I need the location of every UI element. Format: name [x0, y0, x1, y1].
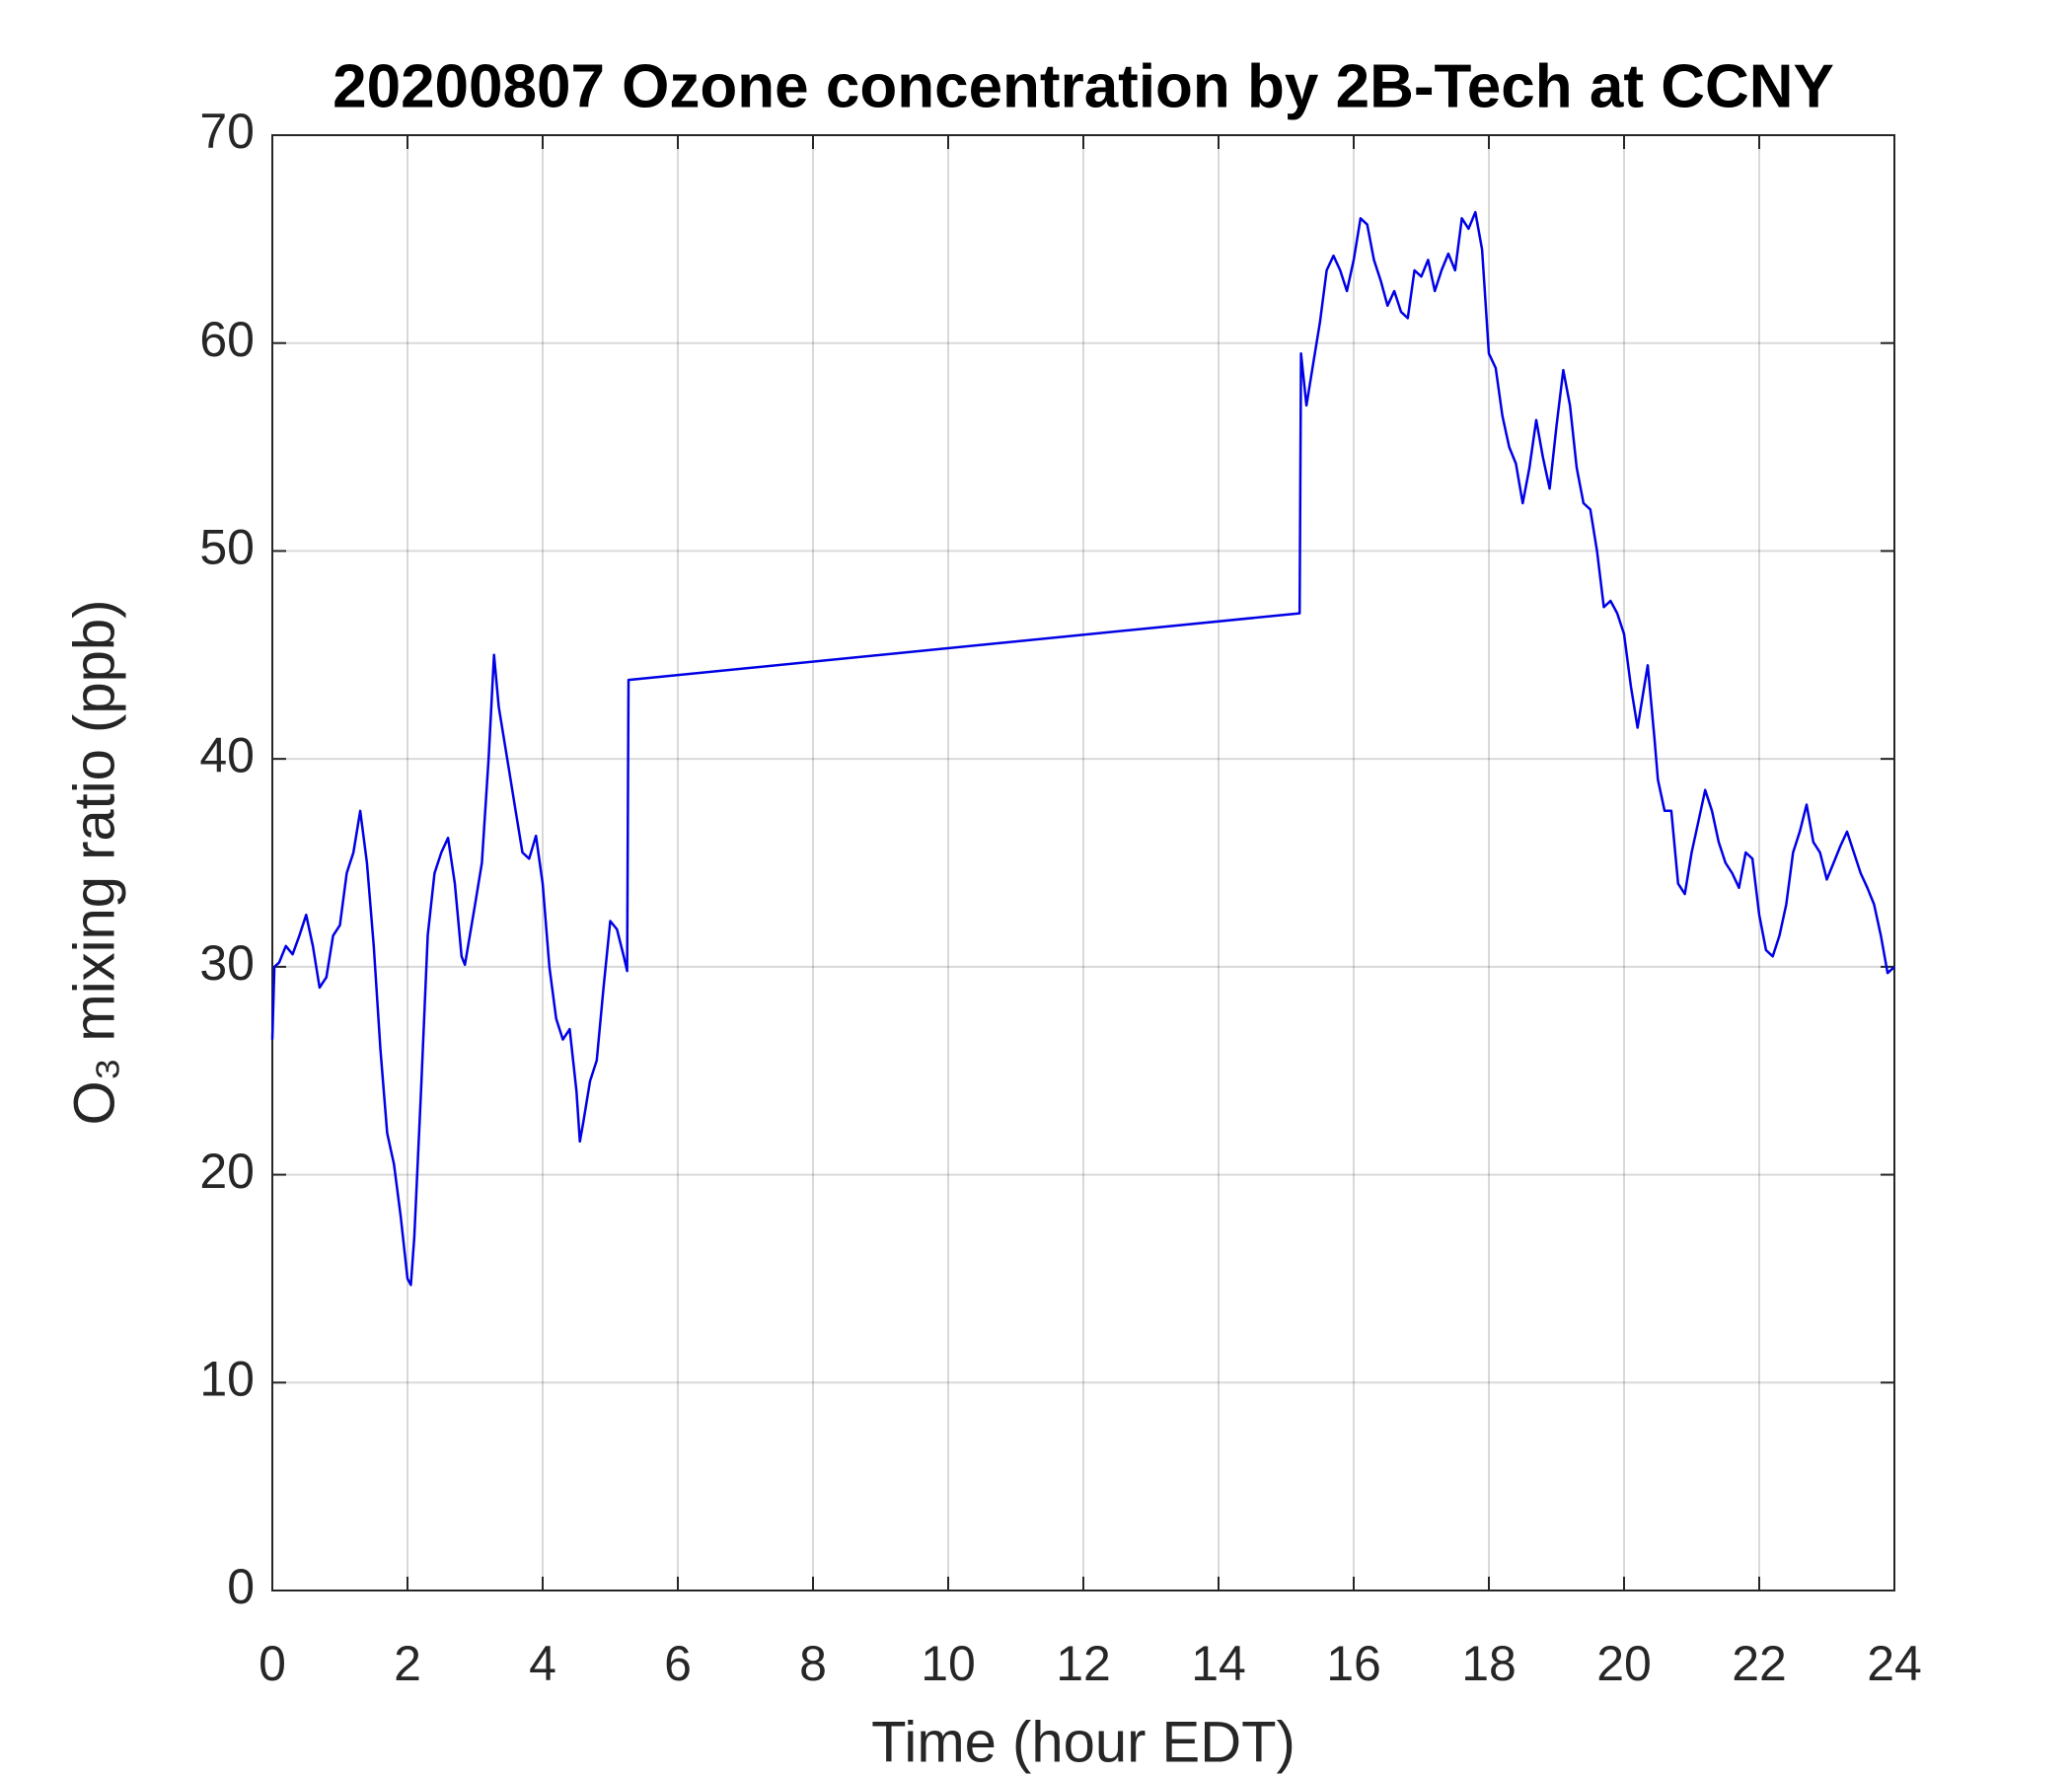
data-line: [270, 210, 1895, 1287]
x-tick-label: 14: [1191, 1636, 1246, 1691]
x-tick-label: 20: [1596, 1636, 1652, 1691]
x-tick-label: 12: [1056, 1636, 1111, 1691]
y-tick-label: 0: [227, 1559, 255, 1614]
y-tick-label: 20: [199, 1144, 255, 1199]
y-axis-label: O₃ mixing ratio (ppb): [62, 600, 126, 1126]
x-tick-label: 0: [259, 1636, 286, 1691]
y-tick-label: 50: [199, 520, 255, 575]
x-tick-label: 10: [921, 1636, 976, 1691]
x-axis-label: Time (hour EDT): [871, 1710, 1295, 1774]
y-tick-label: 30: [199, 935, 255, 991]
x-tick-label: 16: [1326, 1636, 1381, 1691]
x-tick-label: 4: [529, 1636, 556, 1691]
chart-title: 20200807 Ozone concentration by 2B-Tech …: [333, 52, 1834, 120]
y-tick-label: 70: [199, 104, 255, 159]
y-tick-label: 40: [199, 727, 255, 782]
y-tick-label: 60: [199, 312, 255, 367]
y-tick-label: 10: [199, 1351, 255, 1406]
x-tick-label: 24: [1867, 1636, 1922, 1691]
x-tick-label: 6: [664, 1636, 692, 1691]
x-tick-label: 22: [1732, 1636, 1787, 1691]
x-tick-label: 8: [799, 1636, 827, 1691]
x-tick-label: 18: [1461, 1636, 1517, 1691]
plot-frame: [271, 134, 1895, 1591]
x-tick-label: 2: [394, 1636, 421, 1691]
